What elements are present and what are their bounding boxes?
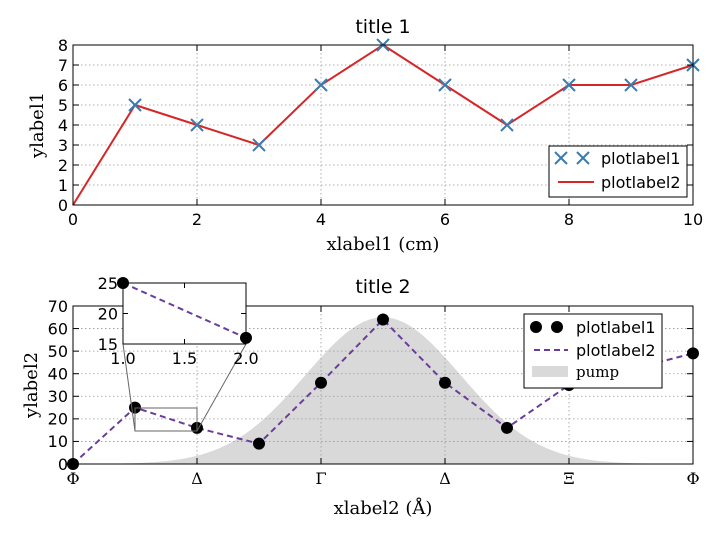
data-point-x-marker [500, 118, 514, 132]
chart-1-legend: plotlabel1 plotlabel2 [548, 145, 688, 198]
chart-2-title: title 2 [355, 276, 410, 298]
chart-2-pump-area [73, 317, 693, 464]
chart-2-legend-label-1: plotlabel1 [576, 318, 656, 337]
inset-series-line [122, 282, 247, 339]
y-tick-label: 3 [58, 136, 68, 155]
legend-patch-pump [532, 366, 568, 377]
data-point-x-marker [190, 118, 204, 132]
y-tick-label: 20 [48, 410, 68, 429]
inset-axes: 1.0 1.5 2.0 15 20 25 [98, 274, 259, 368]
x-tick-label: 2 [192, 210, 202, 229]
x-tick-label: 10 [683, 210, 703, 229]
inset-x-tick-label: 1.0 [110, 349, 135, 368]
y-tick-label: 2 [58, 156, 68, 175]
inset-y-tick-label: 25 [98, 274, 118, 293]
chart-2-legend-label-2: plotlabel2 [576, 341, 656, 360]
y-tick-label: 7 [58, 56, 68, 75]
data-point-circle [377, 313, 389, 326]
legend-x-marker [576, 151, 590, 165]
inset-y-tick-label: 15 [98, 335, 118, 354]
y-tick-label: 5 [58, 96, 68, 115]
y-tick-label: 40 [48, 364, 68, 383]
chart-2-xlabel: xlabel2 (Å) [334, 497, 433, 519]
x-tick-label: 6 [440, 210, 450, 229]
x-tick-label: Φ [66, 469, 79, 488]
data-point-circle [439, 376, 451, 389]
chart-2-legend-label-3: pump [576, 363, 619, 381]
y-tick-label: 50 [48, 342, 68, 361]
chart-2-legend: plotlabel1 plotlabel2 pump [523, 313, 663, 389]
x-tick-label: 4 [316, 210, 326, 229]
data-point-circle [315, 376, 327, 389]
chart-1-legend-label-2: plotlabel2 [601, 173, 681, 192]
y-tick-label: 70 [48, 297, 68, 316]
legend-marker-circle [530, 321, 542, 333]
y-tick-label: 30 [48, 387, 68, 406]
zoom-connector [122, 343, 136, 432]
y-tick-label: 1 [58, 176, 68, 195]
legend-marker-x [554, 151, 590, 165]
y-tick-label: 10 [48, 432, 68, 451]
legend-marker-circle [551, 321, 563, 333]
x-tick-label: Γ [315, 469, 326, 488]
data-point-x-marker [128, 98, 142, 112]
y-tick-label: 0 [58, 455, 68, 474]
chart-1-ylabel: ylabel1 [27, 92, 48, 159]
x-tick-label: Δ [191, 469, 203, 488]
x-tick-label: Ξ [563, 469, 574, 488]
x-tick-label: Φ [686, 469, 699, 488]
inset-ticks: 1.0 1.5 2.0 15 20 25 [98, 274, 259, 368]
inset-x-tick-label: 1.5 [172, 349, 197, 368]
inset-zoom-indicator [122, 343, 247, 432]
zoom-rectangle [134, 407, 198, 432]
x-tick-label: Δ [439, 469, 451, 488]
chart-2-frame [72, 305, 694, 465]
data-point-x-marker [562, 78, 576, 92]
data-point-x-marker [252, 138, 266, 152]
pump-area [73, 317, 693, 464]
chart-1-title: title 1 [355, 16, 410, 38]
inset-y-tick-label: 20 [98, 305, 118, 324]
data-point-x-marker [314, 78, 328, 92]
y-tick-label: 60 [48, 319, 68, 338]
chart-1-legend-label-1: plotlabel1 [601, 149, 681, 168]
data-point-circle [253, 437, 265, 450]
inset-x-tick-label: 2.0 [233, 349, 258, 368]
zoom-connector [196, 343, 247, 432]
inset-plot-area [117, 277, 252, 344]
data-point-x-marker [438, 78, 452, 92]
x-tick-label: 8 [564, 210, 574, 229]
chart-1-legend-box [548, 145, 688, 198]
y-tick-label: 8 [58, 36, 68, 55]
chart-2-ylabel: ylabel2 [21, 352, 42, 419]
data-point-x-marker [624, 78, 638, 92]
x-tick-label: 0 [68, 210, 78, 229]
y-tick-label: 4 [58, 116, 68, 135]
chart-1-xlabel: xlabel1 (cm) [327, 234, 440, 255]
data-point-circle [501, 421, 513, 434]
y-tick-label: 0 [58, 196, 68, 215]
y-tick-label: 6 [58, 76, 68, 95]
legend-x-marker [554, 151, 568, 165]
